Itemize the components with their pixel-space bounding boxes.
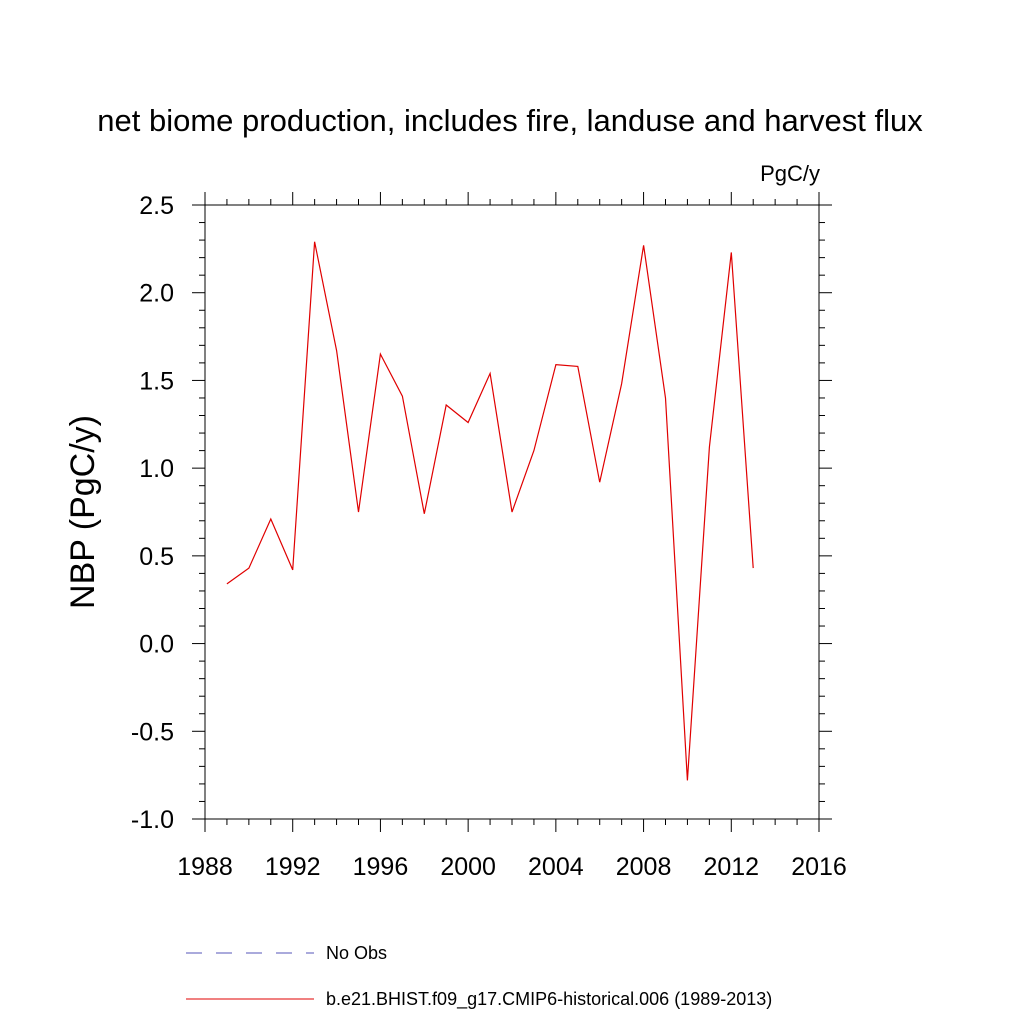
y-tick-label: 0.0 <box>139 631 174 659</box>
y-tick-label: 2.5 <box>139 192 174 220</box>
x-tick-label: 2016 <box>791 853 847 881</box>
y-tick-label: 1.0 <box>139 455 174 483</box>
x-tick-label: 2000 <box>440 853 496 881</box>
y-tick-label: -1.0 <box>131 806 174 834</box>
units-label: PgC/y <box>760 161 820 186</box>
x-tick-label: 2004 <box>528 853 584 881</box>
chart-title: net biome production, includes fire, lan… <box>97 103 923 138</box>
y-tick-label: 0.5 <box>139 543 174 571</box>
axes: 1988 1992 1996 2000 2004 2008 2012 2016 -1.0 -0.5… <box>131 192 847 881</box>
series-lines <box>226 241 754 781</box>
x-tick-label: 1988 <box>177 853 233 881</box>
y-tick-label: -0.5 <box>131 718 174 746</box>
x-tick-label: 1992 <box>265 853 321 881</box>
x-tick-label: 1996 <box>353 853 409 881</box>
legend-label-no-obs: No Obs <box>326 943 387 963</box>
y-axis-label: NBP (PgC/y) <box>64 415 102 609</box>
series-line-model-run <box>226 241 754 781</box>
legend: No Obs b.e21.BHIST.f09_g17.CMIP6-histori… <box>186 943 772 1010</box>
legend-label-model-run: b.e21.BHIST.f09_g17.CMIP6-historical.006… <box>326 989 772 1010</box>
y-tick-label: 1.5 <box>139 367 174 395</box>
x-tick-label: 2012 <box>703 853 759 881</box>
y-tick-label: 2.0 <box>139 280 174 308</box>
x-tick-label: 2008 <box>616 853 672 881</box>
